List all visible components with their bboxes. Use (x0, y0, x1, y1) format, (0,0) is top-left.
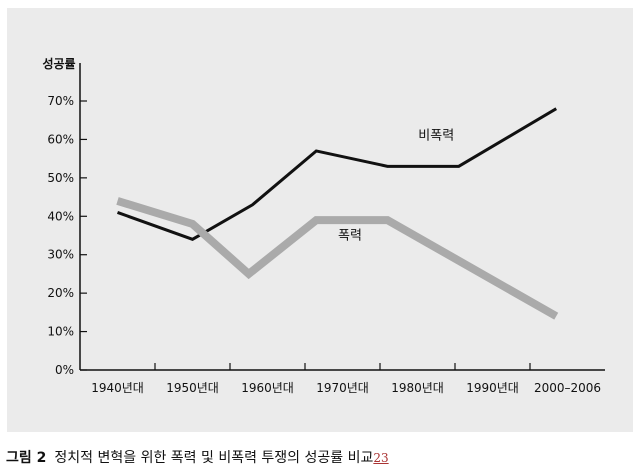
x-tick-label-0: 1940년대 (91, 381, 144, 395)
series-label-0: 비폭력 (418, 128, 454, 143)
y-tick-label-4: 40% (47, 209, 74, 223)
y-tick-label-7: 70% (47, 94, 74, 108)
line-chart: 0% 10% 20% 30% 40% 50% 60% 70% 성공률 1940년대 1950년대 19… (42, 57, 605, 395)
x-tick-label-2: 1960년대 (241, 381, 294, 395)
series-line-1 (116, 197, 559, 320)
x-tick-label-6: 2000–2006 (534, 381, 601, 395)
y-tick-label-0: 0% (55, 363, 74, 377)
chart-panel: 0% 10% 20% 30% 40% 50% 60% 70% 성공률 1940년대 1950년대 19… (7, 8, 633, 432)
series-label-1: 폭력 (338, 228, 362, 243)
y-tick-label-5: 50% (47, 171, 74, 185)
footnote-reference[interactable]: 23 (373, 451, 389, 465)
x-tick-label-1: 1950년대 (166, 381, 219, 395)
figure-number: 그림 2 (6, 450, 47, 466)
x-tick-label-5: 1990년대 (466, 381, 519, 395)
caption-text: 정치적 변혁을 위한 폭력 및 비폭력 투쟁의 성공률 비교 (54, 450, 374, 466)
y-axis-label: 성공률 (42, 57, 75, 71)
x-tick-label-4: 1980년대 (391, 381, 444, 395)
y-tick-label-6: 60% (47, 132, 74, 146)
x-tick-label-3: 1970년대 (316, 381, 369, 395)
y-tick-label-2: 20% (47, 286, 74, 300)
series-line-0 (116, 107, 558, 241)
y-tick-label-3: 30% (47, 248, 74, 262)
y-tick-label-1: 10% (47, 325, 74, 339)
figure-caption: 그림 2 정치적 변혁을 위한 폭력 및 비폭력 투쟁의 성공률 비교23 (6, 448, 389, 468)
